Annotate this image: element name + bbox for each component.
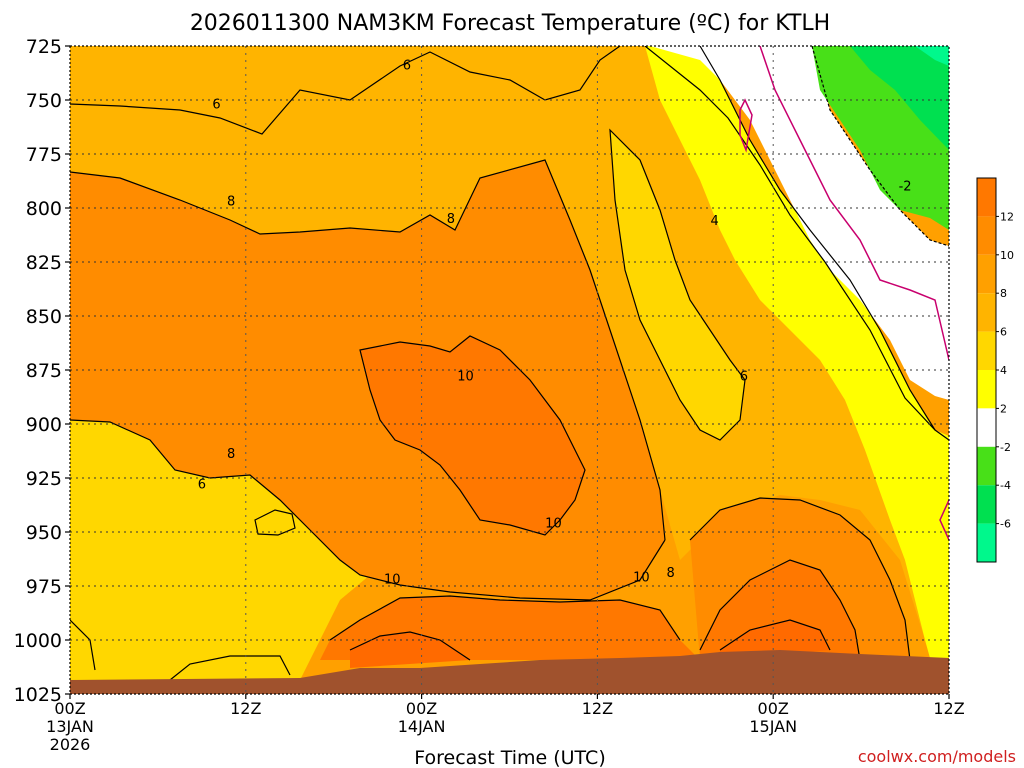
x-tick-label: 12Z [933,699,964,718]
colorbar-swatch [977,178,996,217]
y-tick-label: 800 [26,198,62,220]
contour-label: 6 [740,369,748,384]
y-tick-label: 750 [26,90,62,112]
contour-label: 10 [633,570,650,585]
band-4-6-mid [610,130,745,440]
colorbar-swatch [977,293,996,332]
contour-label: 6 [212,97,220,112]
x-axis-label: Forecast Time (UTC) [414,747,605,768]
colorbar-label: 4 [1000,364,1007,377]
y-tick-label: 950 [26,522,62,544]
colorbar-label: -2 [1000,441,1011,454]
x-tick-date: 13JAN [46,717,94,736]
colorbar-label: 6 [1000,326,1007,339]
y-tick-label: 775 [26,144,62,166]
contour-label: -2 [899,179,912,194]
colorbar-swatch [977,370,996,409]
x-tick-label: 12Z [230,699,261,718]
freezing-line-2 [739,98,753,153]
contour-labels: 6 6 8 8 4 -2 10 6 8 6 10 10 10 8 [198,58,912,587]
y-tick-label: 850 [26,306,62,328]
freezing-line-3 [939,499,949,541]
colorbar-swatch [977,408,996,447]
x-tick-year: 2026 [50,735,91,754]
x-tick-date: 14JAN [398,717,446,736]
band-neg-6 [915,46,949,66]
band-12-plus-right [720,620,830,660]
contour-label: 8 [227,447,235,462]
terrain [70,650,949,694]
colorbar-swatch [977,216,996,255]
y-tick-label: 875 [26,360,62,382]
y-tick-label: 725 [26,36,62,58]
x-tick-label: 00Z [54,699,85,718]
y-tick-label: 975 [26,576,62,598]
freezing-line [759,46,949,361]
x-tick-label: 00Z [758,699,789,718]
contour-label: 8 [227,195,235,210]
contour-label: 4 [710,214,718,229]
band-12-plus [350,632,470,668]
contour-label: 8 [447,212,455,227]
x-tick-label: 12Z [582,699,613,718]
y-axis: 725 750 775 800 825 850 875 900 925 950 975 1000 102… [14,36,70,706]
colorbar-swatch [977,485,996,524]
y-tick-label: 1025 [14,684,62,706]
band-10-12-center [360,336,585,535]
contour-label: 10 [457,369,474,384]
band-2-4 [645,46,949,694]
band-neg-4 [850,46,949,150]
colorbar-label: 2 [1000,402,1007,415]
colorbar-label: 12 [1000,210,1014,223]
colorbar-label: 10 [1000,249,1014,262]
contour-label: 6 [403,58,411,73]
colorbar-label: -4 [1000,479,1011,492]
y-tick-label: 900 [26,414,62,436]
y-tick-label: 825 [26,252,62,274]
y-tick-label: 1000 [14,630,62,652]
colorbar-label: 8 [1000,287,1007,300]
band-0-2 [650,46,949,400]
credit-text: coolwx.com/models [858,747,1016,766]
contour-label: 10 [545,516,562,531]
colorbar-swatch [977,254,996,294]
colorbar: 12 10 8 6 4 2 -2 -4 -6 [976,177,1014,563]
contour-label: 10 [384,573,401,588]
y-tick-label: 925 [26,468,62,490]
contour-label: 8 [667,566,675,581]
x-tick-label: 00Z [406,699,437,718]
grid-lines [70,46,949,694]
band-4-6-small [255,510,295,535]
chart-title: 2026011300 NAM3KM Forecast Temperature (… [190,11,830,36]
x-tick-date: 15JAN [749,717,797,736]
contour-label: 6 [198,477,206,492]
colorbar-swatch [977,446,996,486]
colorbar-swatch [977,331,996,370]
colorbar-swatch [977,523,996,562]
colorbar-label: -6 [1000,518,1011,531]
band-4-6-top [70,46,430,134]
